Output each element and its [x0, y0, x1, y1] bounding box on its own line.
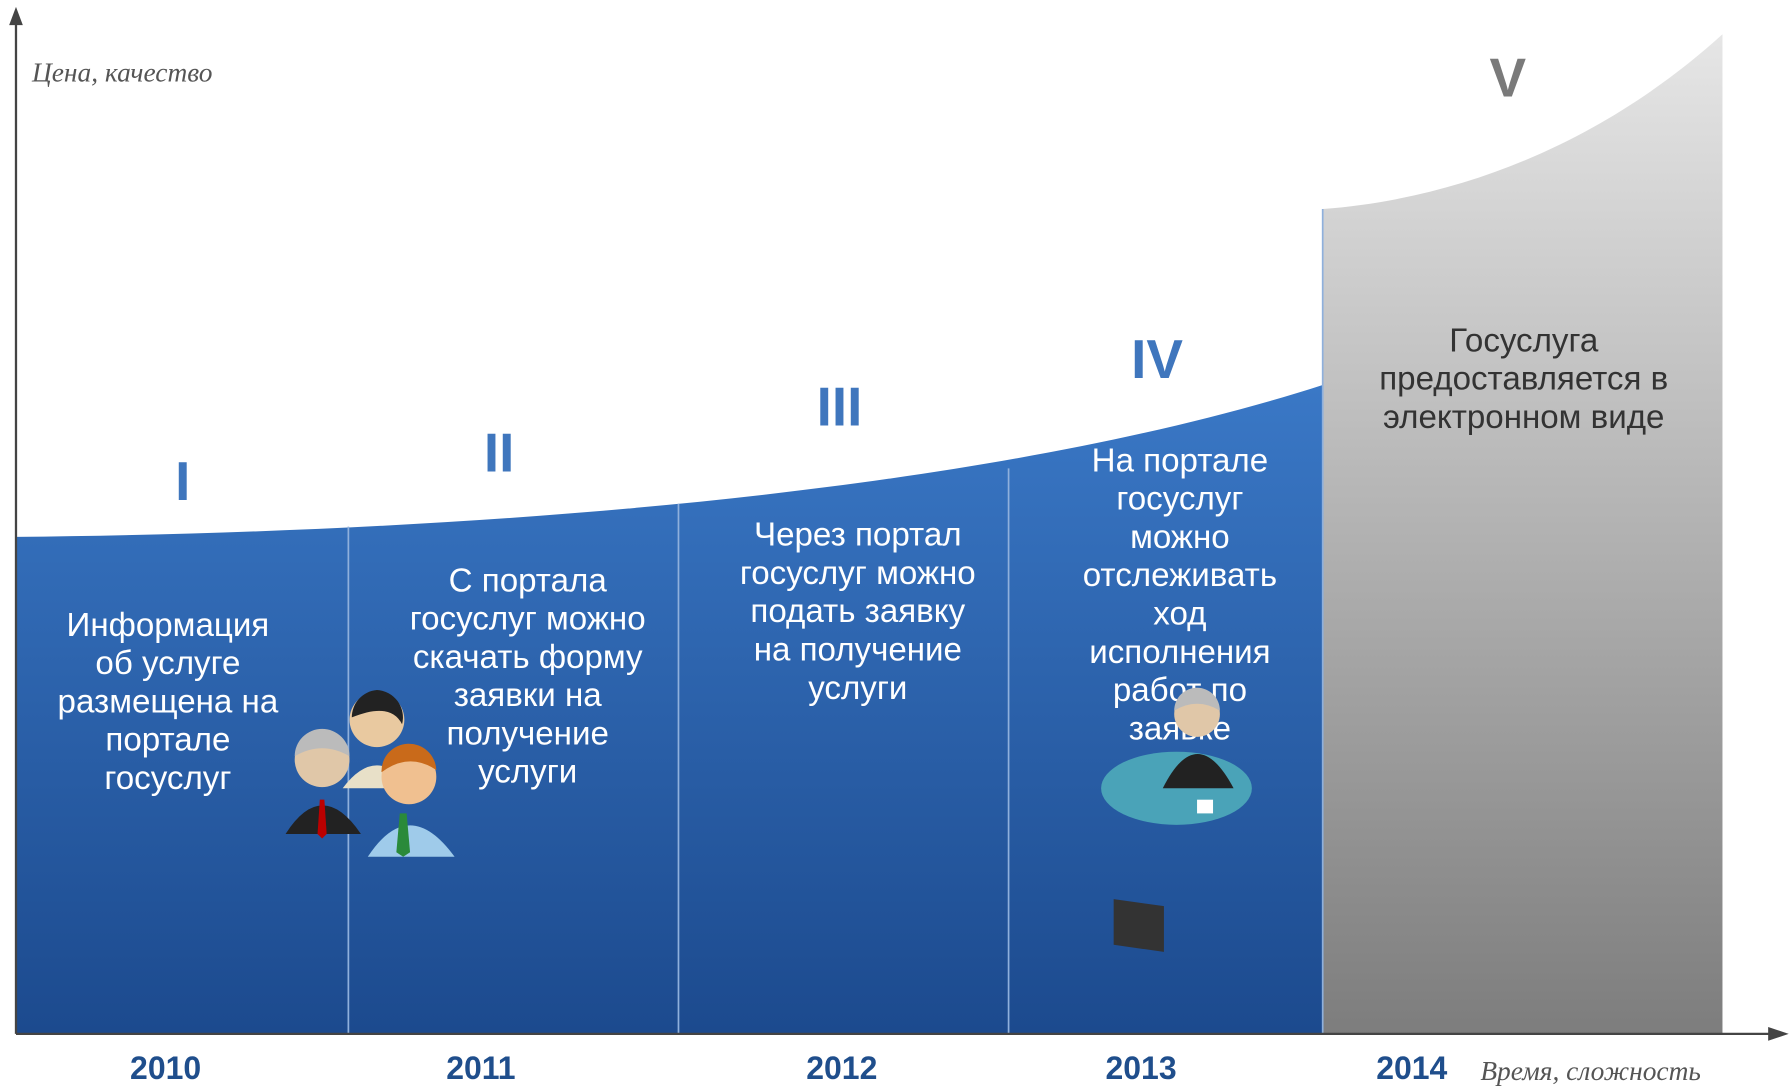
stage-year: 2013: [1106, 1050, 1177, 1086]
stage-text: госуслуг: [104, 760, 231, 797]
diagram: Цена, качество Время, сложность I 2010 Инф…: [0, 0, 1791, 1091]
stage-year: 2014: [1376, 1050, 1447, 1086]
stage-year: 2012: [806, 1050, 877, 1086]
stage-numeral: III: [817, 376, 863, 438]
stage-text: Информация: [67, 607, 270, 644]
stage-text: ход: [1153, 596, 1206, 633]
stage-text: на получение: [754, 631, 962, 668]
stage-text: заявки на: [454, 677, 603, 714]
stage-text: подать заявку: [750, 593, 965, 630]
stage-text: об услуге: [95, 645, 240, 682]
stage-text: С портала: [449, 562, 608, 599]
stage-text: исполнения: [1089, 634, 1270, 671]
stage-numeral: IV: [1131, 328, 1183, 390]
stage-text: размещена на: [58, 683, 279, 720]
stage-text: госуслуг можно: [410, 601, 646, 638]
stage-text: услуги: [808, 670, 907, 707]
stage-text: госуслуг можно: [740, 555, 976, 592]
gray-area: [1323, 34, 1723, 1034]
x-axis-label: Время, сложность: [1480, 1056, 1701, 1086]
stage-text: услуги: [478, 754, 577, 791]
stage-numeral: V: [1489, 47, 1526, 109]
stage-year: 2011: [446, 1050, 515, 1086]
stage-numeral: I: [175, 450, 190, 512]
y-axis-label: Цена, качество: [31, 58, 213, 88]
stage-text: госуслуг: [1116, 481, 1243, 518]
stage-text: портале: [105, 722, 230, 759]
stage-text: можно: [1130, 519, 1230, 556]
stage-year: 2010: [130, 1050, 201, 1086]
stage-text: отслеживать: [1083, 557, 1277, 594]
stage-text: Через портал: [754, 517, 961, 554]
stage-text: электронном виде: [1383, 399, 1664, 436]
page: {"axes": {"y_label": "Цена, качество", "…: [0, 0, 1791, 1091]
stage-text: На портале: [1092, 442, 1268, 479]
stage-text: получение: [447, 715, 609, 752]
stage-text: предоставляется в: [1379, 361, 1668, 398]
stage-numeral: II: [484, 421, 514, 483]
stage-text: Госуслуга: [1449, 322, 1599, 359]
stage-text: скачать форму: [413, 639, 643, 676]
